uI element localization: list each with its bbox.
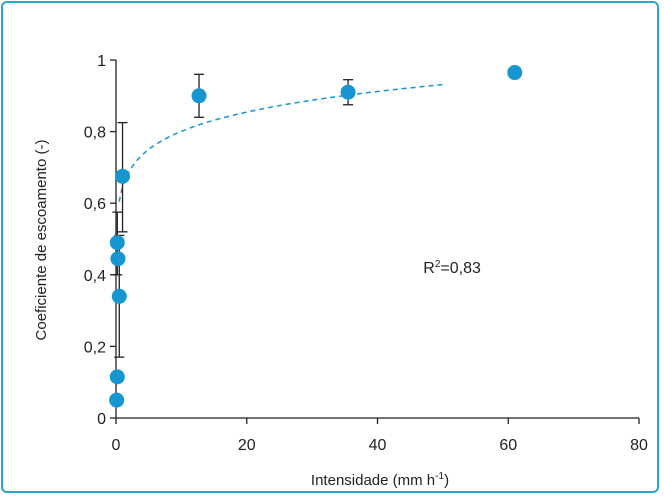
- x-tick-label: 80: [630, 437, 648, 454]
- error-bars: [112, 73, 354, 358]
- y-tick-label: 0,2: [84, 339, 106, 356]
- y-tick-label: 0,4: [84, 268, 106, 285]
- data-point: [109, 369, 125, 385]
- y-tick-label: 0,6: [84, 196, 106, 213]
- data-points: [109, 65, 523, 408]
- x-tick-label: 0: [112, 437, 121, 454]
- data-point: [507, 65, 523, 81]
- y-axis-title: Coeficiente de escoamento (-): [33, 140, 50, 341]
- fit-curve-group: [118, 83, 443, 202]
- x-tick-label: 40: [369, 437, 387, 454]
- y-tick-label: 1: [97, 53, 106, 70]
- fit-curve: [118, 83, 443, 202]
- axes: [110, 59, 640, 424]
- x-axis-title: Intensidade (mm h-1): [311, 471, 449, 489]
- x-axis-title-main: Intensidade (mm h: [311, 472, 435, 489]
- r-squared-sup: 2: [435, 259, 441, 270]
- data-point: [191, 88, 207, 104]
- data-point: [115, 168, 131, 184]
- y-tick-label: 0,8: [84, 125, 106, 142]
- x-tick-label: 60: [499, 437, 517, 454]
- r-squared-annotation: R2=0,83: [423, 259, 481, 277]
- data-point: [109, 392, 125, 408]
- data-point: [340, 84, 356, 100]
- r-squared-value: =0,83: [440, 260, 481, 277]
- data-point: [110, 251, 126, 267]
- r-squared-prefix: R: [423, 260, 435, 277]
- y-tick-label: 0: [97, 411, 106, 428]
- x-axis-title-end: ): [444, 472, 449, 489]
- x-axis-title-sup: -1: [435, 471, 444, 482]
- data-point: [109, 235, 125, 251]
- tick-labels: 0 20 40 60 80 0 0,2 0,4 0,6 0,8 1: [84, 53, 648, 454]
- x-tick-label: 20: [238, 437, 256, 454]
- data-point: [111, 288, 127, 304]
